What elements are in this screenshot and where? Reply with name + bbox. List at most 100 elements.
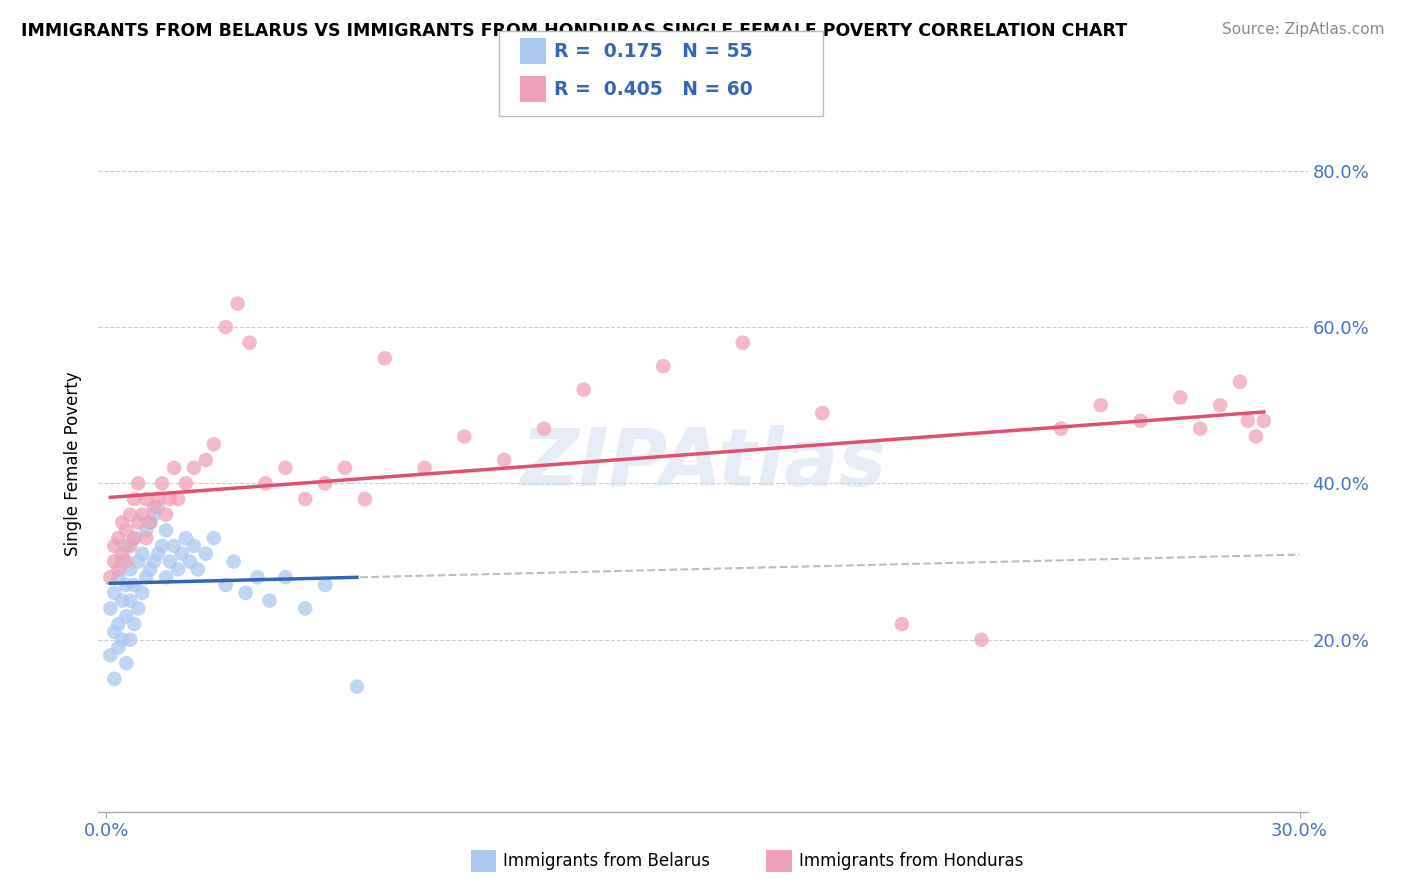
Point xyxy=(107,562,129,576)
Text: Immigrants from Honduras: Immigrants from Honduras xyxy=(799,852,1024,871)
Point xyxy=(107,570,129,584)
Point xyxy=(274,460,297,475)
Point xyxy=(115,609,138,624)
Point xyxy=(120,508,142,522)
Point xyxy=(122,531,145,545)
Point xyxy=(103,586,125,600)
Point xyxy=(346,680,368,694)
Point xyxy=(120,562,142,576)
Point xyxy=(135,491,157,506)
Point xyxy=(111,555,134,569)
Point xyxy=(115,555,138,569)
Point xyxy=(811,406,834,420)
Point xyxy=(731,335,754,350)
Point xyxy=(354,491,377,506)
Point xyxy=(294,491,316,506)
Point xyxy=(194,453,217,467)
Point xyxy=(413,460,436,475)
Point xyxy=(1209,398,1232,412)
Point xyxy=(131,586,153,600)
Point xyxy=(120,593,142,607)
Text: R =  0.175   N = 55: R = 0.175 N = 55 xyxy=(554,42,752,61)
Point xyxy=(103,555,125,569)
Point xyxy=(103,539,125,553)
Point xyxy=(183,460,205,475)
Point xyxy=(202,531,225,545)
Point xyxy=(1129,414,1152,428)
Point xyxy=(174,531,197,545)
Point xyxy=(131,547,153,561)
Point xyxy=(1229,375,1251,389)
Point xyxy=(155,508,177,522)
Point xyxy=(115,656,138,670)
Point xyxy=(115,578,138,592)
Point xyxy=(127,476,149,491)
Point xyxy=(127,555,149,569)
Point xyxy=(139,516,162,530)
Point xyxy=(143,555,166,569)
Point xyxy=(226,296,249,310)
Point xyxy=(1168,391,1191,405)
Point xyxy=(314,476,336,491)
Point xyxy=(111,547,134,561)
Point xyxy=(1244,429,1267,443)
Point xyxy=(890,617,912,632)
Point xyxy=(150,539,173,553)
Point xyxy=(131,508,153,522)
Point xyxy=(1050,422,1073,436)
Point xyxy=(146,500,169,514)
Point xyxy=(159,491,181,506)
Point xyxy=(239,335,262,350)
Point xyxy=(122,617,145,632)
Point xyxy=(155,570,177,584)
Point xyxy=(111,632,134,647)
Point xyxy=(167,562,190,576)
Point xyxy=(533,422,555,436)
Point xyxy=(494,453,516,467)
Text: Immigrants from Belarus: Immigrants from Belarus xyxy=(503,852,710,871)
Point xyxy=(374,351,396,366)
Point xyxy=(159,555,181,569)
Point xyxy=(183,539,205,553)
Point xyxy=(167,491,190,506)
Point xyxy=(333,460,356,475)
Point xyxy=(453,429,475,443)
Point xyxy=(146,491,169,506)
Point xyxy=(107,617,129,632)
Point xyxy=(259,593,281,607)
Text: ZIPAtlas: ZIPAtlas xyxy=(520,425,886,503)
Point xyxy=(202,437,225,451)
Point xyxy=(139,562,162,576)
Point xyxy=(150,476,173,491)
Point xyxy=(294,601,316,615)
Point xyxy=(1253,414,1275,428)
Point xyxy=(120,632,142,647)
Point xyxy=(98,601,121,615)
Point xyxy=(139,516,162,530)
Point xyxy=(163,460,186,475)
Point xyxy=(103,672,125,686)
Point xyxy=(107,531,129,545)
Point xyxy=(187,562,209,576)
Point xyxy=(122,531,145,545)
Point xyxy=(122,578,145,592)
Point xyxy=(174,476,197,491)
Point xyxy=(127,601,149,615)
Point xyxy=(246,570,269,584)
Point xyxy=(194,547,217,561)
Point xyxy=(163,539,186,553)
Point xyxy=(135,531,157,545)
Point xyxy=(1189,422,1212,436)
Point xyxy=(179,555,201,569)
Point xyxy=(155,523,177,537)
Point xyxy=(235,586,257,600)
Point xyxy=(1090,398,1112,412)
Text: Source: ZipAtlas.com: Source: ZipAtlas.com xyxy=(1222,22,1385,37)
Point xyxy=(135,523,157,537)
Point xyxy=(970,632,993,647)
Point xyxy=(111,516,134,530)
Point xyxy=(215,320,238,334)
Point xyxy=(143,500,166,514)
Point xyxy=(115,539,138,553)
Point xyxy=(127,516,149,530)
